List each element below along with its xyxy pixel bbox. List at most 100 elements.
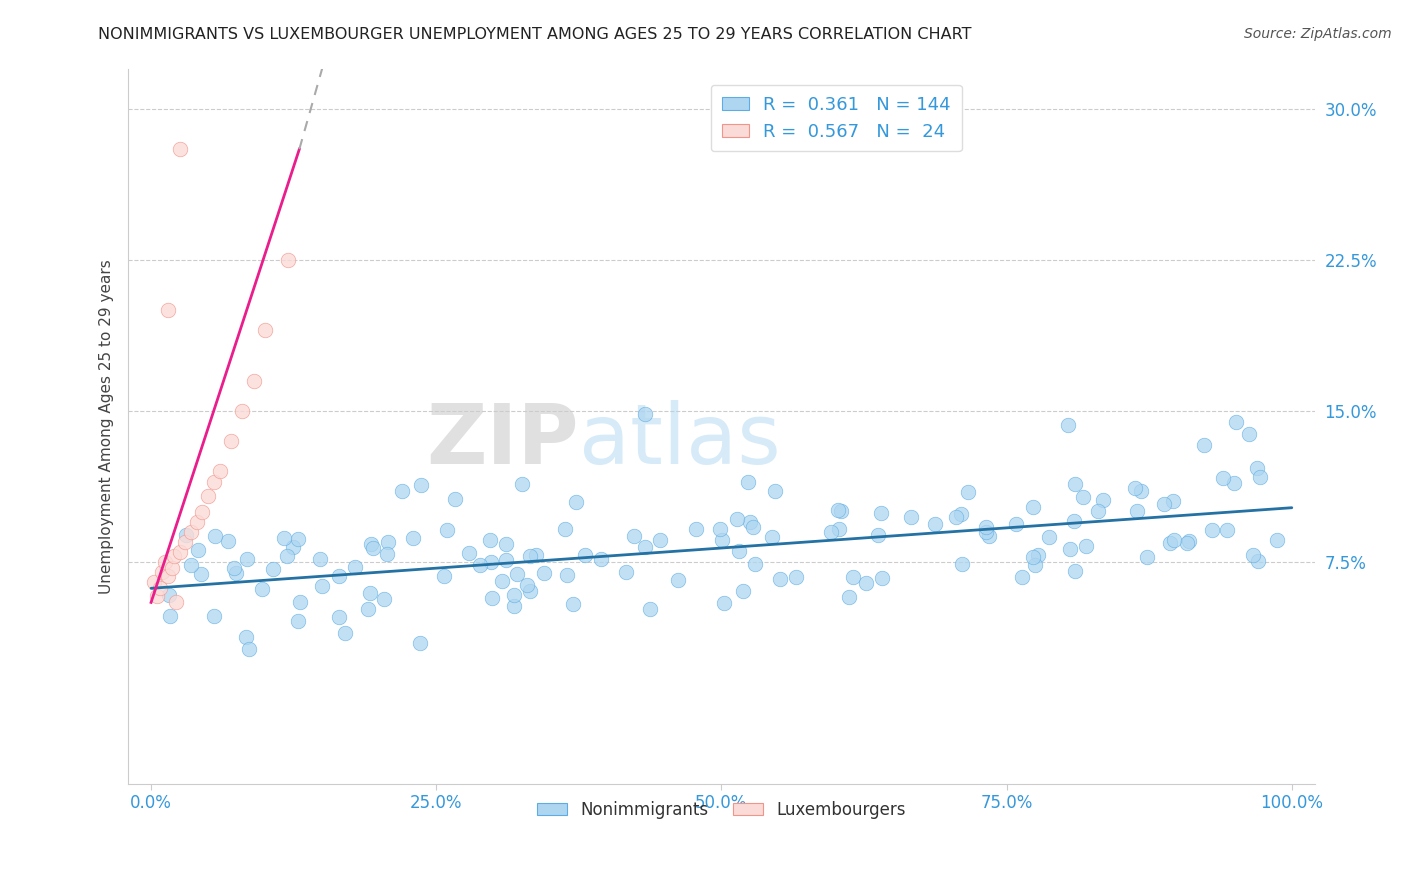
Point [145,590,167,604]
Point [976,520,998,534]
Point [1247,554,1270,568]
Point [950,557,973,571]
Point [149,582,172,596]
Text: NONIMMIGRANTS VS LUXEMBOURGER UNEMPLOYMENT AMONG AGES 25 TO 29 YEARS CORRELATION: NONIMMIGRANTS VS LUXEMBOURGER UNEMPLOYME… [98,27,972,42]
Point [219,434,242,449]
Point [1011,570,1033,584]
Point [638,602,661,616]
Point [769,572,792,586]
Point [574,549,596,563]
Point [710,533,733,547]
Point [785,570,807,584]
Point [458,546,481,560]
Point [409,478,432,492]
Point [1216,523,1239,537]
Point [648,533,671,547]
Point [479,555,502,569]
Point [949,507,972,521]
Point [634,407,657,421]
Legend: Nonimmigrants, Luxembourgers: Nonimmigrants, Luxembourgers [530,794,912,825]
Point [191,505,214,519]
Point [1159,535,1181,549]
Point [491,574,513,588]
Point [478,533,501,547]
Y-axis label: Unemployment Among Ages 25 to 29 years: Unemployment Among Ages 25 to 29 years [100,259,114,593]
Point [481,591,503,605]
Point [252,582,274,597]
Point [1192,438,1215,452]
Point [309,552,332,566]
Point [728,544,751,558]
Point [409,636,432,650]
Point [744,557,766,571]
Point [277,252,299,267]
Point [510,477,533,491]
Point [163,549,186,563]
Point [554,522,576,536]
Point [1241,549,1264,563]
Point [328,569,350,583]
Point [1057,417,1080,432]
Point [276,549,298,563]
Point [224,561,246,575]
Point [763,484,786,499]
Point [254,323,277,337]
Point [1024,558,1046,572]
Point [157,303,180,318]
Point [709,523,731,537]
Point [495,552,517,566]
Point [506,566,529,581]
Point [591,552,613,566]
Point [169,142,191,156]
Text: Source: ZipAtlas.com: Source: ZipAtlas.com [1244,27,1392,41]
Point [1153,497,1175,511]
Point [725,512,748,526]
Point [827,503,849,517]
Point [503,599,526,613]
Point [262,562,284,576]
Point [1063,515,1085,529]
Point [180,524,202,539]
Point [433,569,456,583]
Point [945,509,967,524]
Point [1246,461,1268,475]
Point [1038,530,1060,544]
Point [1212,470,1234,484]
Point [842,570,865,584]
Point [516,578,538,592]
Point [204,529,226,543]
Point [1123,481,1146,495]
Point [443,492,465,507]
Point [373,592,395,607]
Point [238,642,260,657]
Point [344,560,367,574]
Point [866,527,889,541]
Point [737,475,759,489]
Point [838,591,860,605]
Point [287,532,309,546]
Point [1091,492,1114,507]
Point [377,535,399,549]
Point [533,566,555,580]
Point [855,576,877,591]
Text: atlas: atlas [579,400,780,481]
Point [820,524,842,539]
Point [1201,524,1223,538]
Point [180,558,202,572]
Point [1004,517,1026,532]
Point [1126,504,1149,518]
Point [235,552,257,566]
Point [174,528,197,542]
Point [565,495,588,509]
Point [360,537,382,551]
Point [160,561,183,575]
Point [359,586,381,600]
Point [685,523,707,537]
Point [562,597,585,611]
Point [283,540,305,554]
Point [555,568,578,582]
Point [1073,490,1095,504]
Point [827,522,849,536]
Point [974,524,997,539]
Point [1059,542,1081,557]
